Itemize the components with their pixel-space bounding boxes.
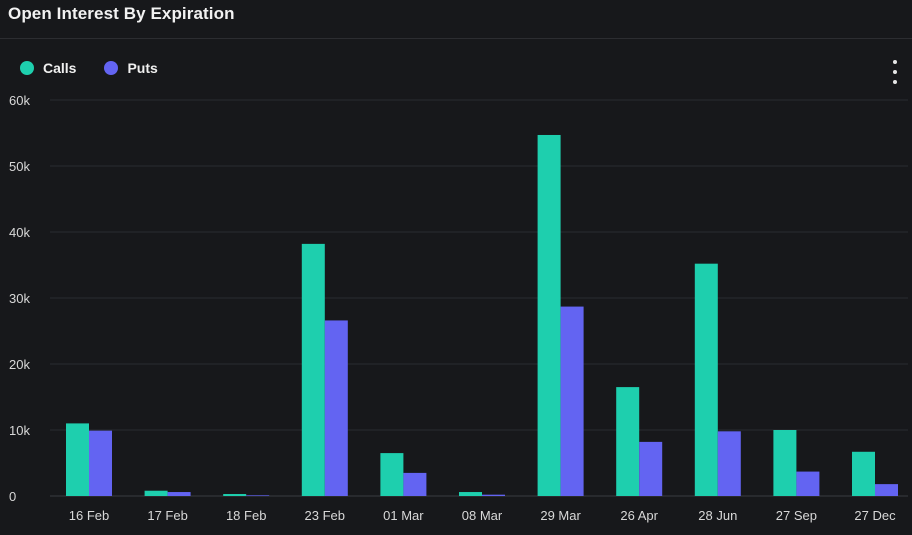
bar-calls-26-apr[interactable] (616, 387, 640, 496)
bar-puts-01-mar[interactable] (403, 472, 427, 496)
bar-calls-23-feb[interactable] (301, 243, 325, 496)
x-tick-label: 17 Feb (147, 508, 187, 523)
legend-item-calls[interactable]: Calls (20, 60, 76, 76)
bar-puts-16-feb[interactable] (89, 430, 112, 496)
menu-dot (893, 60, 897, 64)
legend-label-calls: Calls (43, 60, 77, 76)
bar-puts-27-sep[interactable] (796, 471, 820, 496)
y-tick-label: 60k (9, 93, 30, 108)
bar-puts-29-mar[interactable] (560, 306, 584, 496)
bar-puts-28-jun[interactable] (717, 431, 741, 496)
bar-calls-16-feb[interactable] (66, 423, 89, 496)
y-tick-label: 10k (9, 423, 30, 438)
bar-puts-23-feb[interactable] (324, 320, 348, 496)
x-tick-label: 18 Feb (226, 508, 266, 523)
header-divider (0, 38, 912, 39)
x-tick-label: 01 Mar (383, 508, 424, 523)
bar-puts-08-mar[interactable] (482, 494, 505, 496)
x-tick-label: 28 Jun (698, 508, 737, 523)
y-tick-label: 20k (9, 357, 30, 372)
calls-swatch-icon (20, 61, 34, 75)
y-tick-label: 40k (9, 225, 30, 240)
x-tick-label: 08 Mar (462, 508, 503, 523)
bar-calls-18-feb[interactable] (223, 494, 247, 496)
bar-puts-18-feb[interactable] (246, 495, 270, 496)
bar-calls-17-feb[interactable] (144, 490, 168, 496)
y-tick-label: 0 (9, 489, 16, 504)
x-tick-label: 27 Dec (854, 508, 896, 523)
bar-calls-29-mar[interactable] (537, 134, 561, 497)
y-tick-label: 50k (9, 159, 30, 174)
x-tick-label: 16 Feb (69, 508, 109, 523)
legend-item-puts[interactable]: Puts (104, 60, 158, 76)
chart-title: Open Interest By Expiration (8, 4, 235, 23)
x-tick-label: 23 Feb (305, 508, 345, 523)
more-vertical-icon[interactable] (886, 60, 904, 84)
bar-puts-17-feb[interactable] (167, 492, 191, 496)
bar-calls-08-mar[interactable] (459, 492, 482, 496)
bar-calls-01-mar[interactable] (380, 453, 404, 496)
bar-calls-27-sep[interactable] (773, 430, 797, 496)
puts-swatch-icon (104, 61, 119, 75)
menu-dot (893, 70, 897, 74)
y-tick-label: 30k (9, 291, 30, 306)
chart-legend: Calls Puts (20, 60, 158, 76)
bar-puts-27-dec[interactable] (875, 484, 898, 496)
bar-calls-28-jun[interactable] (694, 263, 718, 496)
bar-puts-26-apr[interactable] (639, 441, 663, 496)
x-tick-label: 29 Mar (540, 508, 581, 523)
menu-dot (893, 80, 897, 84)
x-tick-label: 27 Sep (776, 508, 817, 523)
x-tick-label: 26 Apr (620, 508, 658, 523)
legend-label-puts: Puts (127, 60, 158, 76)
bar-calls-27-dec[interactable] (852, 451, 875, 496)
